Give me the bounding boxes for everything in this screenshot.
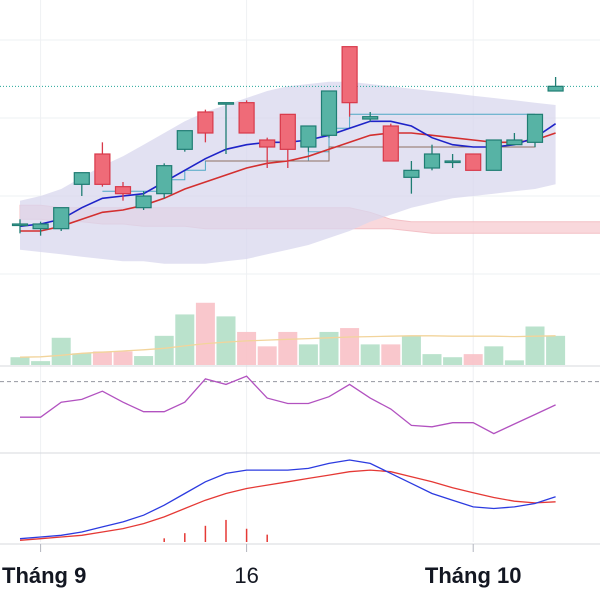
volume-bar: [154, 335, 174, 365]
volume-bar: [546, 335, 566, 365]
candle-body: [547, 85, 564, 92]
candle-body: [217, 102, 235, 105]
volume-bar: [134, 356, 154, 365]
x-axis: Tháng 9 16 Tháng 10: [2, 544, 521, 588]
candle: [197, 109, 214, 143]
volume-bar: [381, 344, 401, 365]
volume-bar: [463, 354, 483, 365]
candle: [217, 102, 235, 154]
volume-bar: [525, 326, 545, 365]
candle: [506, 133, 523, 146]
volume-bar: [175, 314, 195, 365]
candles: [11, 46, 564, 236]
volume-bar: [237, 331, 257, 365]
candle: [382, 123, 399, 162]
candle: [547, 77, 564, 92]
candle-body: [32, 223, 49, 230]
candle-body: [94, 153, 111, 185]
candle: [485, 139, 502, 171]
candle-body: [526, 113, 544, 143]
volume-bar: [216, 316, 236, 365]
candle: [465, 153, 482, 171]
rsi-line: [20, 375, 556, 435]
macd-line: [19, 459, 556, 540]
candle-body: [11, 223, 29, 227]
candle-body: [114, 186, 132, 195]
volume-bar: [360, 344, 380, 365]
volume-bar: [319, 331, 339, 365]
candle: [526, 113, 544, 147]
candle: [403, 161, 420, 194]
candle-body: [320, 90, 338, 136]
candle-body: [135, 195, 152, 209]
candle: [53, 207, 70, 231]
volume-bar: [484, 346, 504, 365]
volume-bar: [401, 335, 421, 365]
candle: [259, 137, 276, 168]
candle-body: [279, 113, 296, 150]
volume-bar: [504, 360, 524, 365]
candle-body: [382, 125, 399, 162]
candle: [156, 163, 173, 199]
candle-body: [362, 116, 379, 120]
candle: [423, 144, 441, 171]
candle: [11, 219, 29, 234]
volume-bar: [195, 302, 215, 365]
volume-bar: [113, 351, 133, 365]
volume-bar: [257, 346, 277, 365]
candle-body: [403, 169, 420, 178]
candle-body: [465, 153, 482, 171]
candle-body: [300, 125, 317, 148]
candle: [32, 221, 49, 236]
volume-bar: [31, 361, 51, 365]
x-tick-label: Tháng 10: [425, 563, 522, 588]
candle-body: [238, 102, 255, 134]
volume-bar: [278, 331, 298, 365]
candle-body: [485, 139, 502, 171]
candle: [135, 191, 152, 210]
macd-histogram: [163, 519, 268, 542]
candle-body: [53, 207, 70, 230]
candle-body: [197, 111, 214, 134]
volume-bar: [298, 344, 318, 365]
candle-body: [444, 160, 461, 164]
candle: [341, 46, 358, 117]
volume-bar: [51, 337, 71, 365]
candle: [94, 142, 111, 187]
candle: [176, 130, 193, 152]
candle: [320, 90, 338, 138]
candle: [279, 113, 296, 168]
macd-signal-line: [19, 469, 556, 541]
candle: [300, 125, 317, 152]
candle: [444, 154, 461, 168]
candle-body: [259, 139, 276, 148]
candle: [114, 182, 132, 201]
candle-body: [341, 46, 358, 104]
volume-ma-line: [19, 335, 556, 358]
candle-body: [176, 130, 193, 150]
candle: [238, 100, 255, 134]
candle-body: [506, 139, 523, 146]
candle-body: [73, 172, 90, 185]
volume-bar: [340, 328, 360, 365]
volume-bar: [92, 351, 112, 365]
volume-bar: [10, 357, 30, 365]
candle-body: [423, 153, 441, 169]
candle-body: [156, 165, 173, 195]
bollinger-band: [20, 81, 556, 264]
candle: [73, 172, 90, 196]
volume-bar: [422, 354, 442, 365]
volume-bar: [72, 353, 92, 365]
x-tick-label: 16: [234, 563, 258, 588]
x-tick-label: Tháng 9: [2, 563, 86, 588]
candle: [362, 112, 379, 122]
volume-bar: [443, 357, 463, 365]
